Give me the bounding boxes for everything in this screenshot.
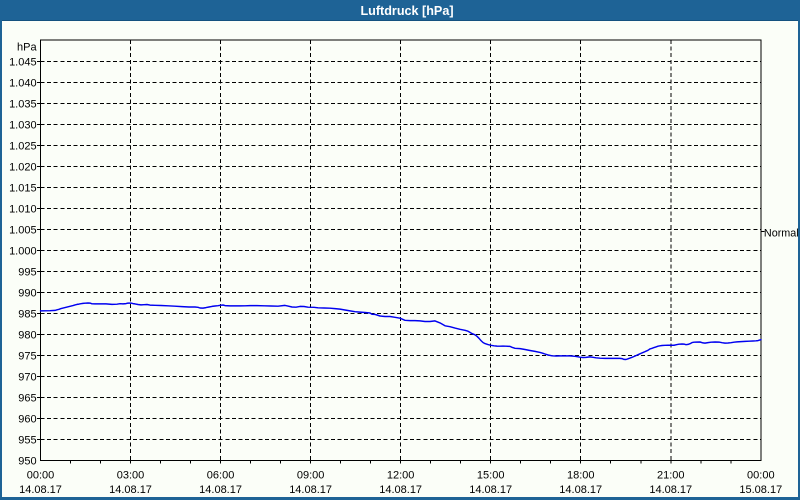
svg-text:1.010: 1.010 bbox=[9, 203, 37, 215]
svg-text:15.08.17: 15.08.17 bbox=[739, 484, 782, 496]
svg-text:1.005: 1.005 bbox=[9, 224, 37, 236]
svg-text:1.045: 1.045 bbox=[9, 56, 37, 68]
svg-text:06:00: 06:00 bbox=[207, 470, 235, 482]
svg-text:14.08.17: 14.08.17 bbox=[109, 484, 152, 496]
svg-text:00:00: 00:00 bbox=[747, 470, 775, 482]
svg-text:hPa: hPa bbox=[17, 41, 37, 53]
svg-text:15:00: 15:00 bbox=[477, 470, 505, 482]
svg-text:03:00: 03:00 bbox=[117, 470, 145, 482]
svg-text:14.08.17: 14.08.17 bbox=[649, 484, 692, 496]
svg-text:1.025: 1.025 bbox=[9, 140, 37, 152]
svg-text:985: 985 bbox=[18, 308, 36, 320]
svg-text:970: 970 bbox=[18, 371, 36, 383]
svg-text:Normal: Normal bbox=[764, 227, 799, 239]
svg-text:1.035: 1.035 bbox=[9, 98, 37, 110]
svg-text:14.08.17: 14.08.17 bbox=[379, 484, 422, 496]
svg-text:Luftdruck [hPa]: Luftdruck [hPa] bbox=[360, 4, 453, 18]
svg-text:980: 980 bbox=[18, 329, 36, 341]
svg-text:1.040: 1.040 bbox=[9, 77, 37, 89]
svg-text:965: 965 bbox=[18, 392, 36, 404]
svg-text:1.030: 1.030 bbox=[9, 119, 37, 131]
svg-text:1.000: 1.000 bbox=[9, 245, 37, 257]
svg-text:995: 995 bbox=[18, 266, 36, 278]
svg-text:990: 990 bbox=[18, 287, 36, 299]
svg-text:14.08.17: 14.08.17 bbox=[199, 484, 242, 496]
svg-text:00:00: 00:00 bbox=[27, 470, 55, 482]
svg-text:21:00: 21:00 bbox=[657, 470, 685, 482]
svg-text:14.08.17: 14.08.17 bbox=[19, 484, 62, 496]
svg-text:18:00: 18:00 bbox=[567, 470, 595, 482]
svg-text:1.020: 1.020 bbox=[9, 161, 37, 173]
svg-text:12:00: 12:00 bbox=[387, 470, 415, 482]
svg-text:09:00: 09:00 bbox=[297, 470, 325, 482]
svg-text:14.08.17: 14.08.17 bbox=[289, 484, 332, 496]
svg-text:14.08.17: 14.08.17 bbox=[469, 484, 512, 496]
svg-text:950: 950 bbox=[18, 455, 36, 467]
svg-text:1.015: 1.015 bbox=[9, 182, 37, 194]
svg-text:14.08.17: 14.08.17 bbox=[559, 484, 602, 496]
svg-text:975: 975 bbox=[18, 350, 36, 362]
svg-text:960: 960 bbox=[18, 413, 36, 425]
svg-text:955: 955 bbox=[18, 434, 36, 446]
